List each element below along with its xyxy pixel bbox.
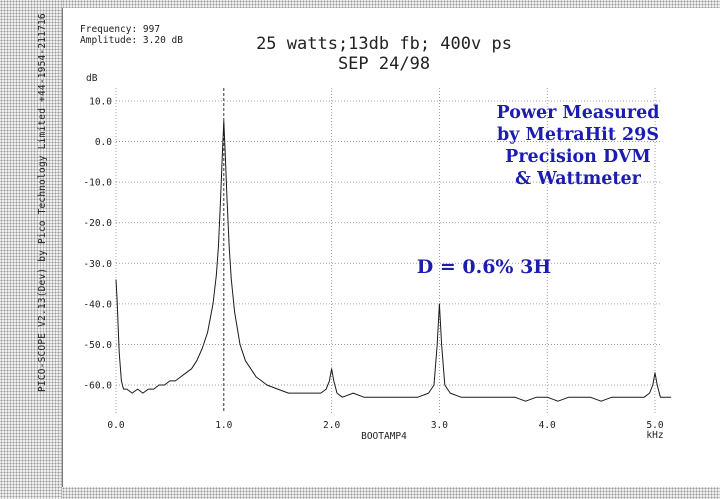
power-note-line: & Wattmeter xyxy=(515,169,641,189)
x-axis-label: BOOTAMP4 xyxy=(361,431,407,442)
frequency-readout: Frequency: 997 xyxy=(80,24,161,35)
x-tick-label: 3.0 xyxy=(431,420,448,431)
power-measurement-note: Power Measured by MetraHit 29S Precision… xyxy=(497,102,660,190)
y-tick-labels: 10.0 0.0 -10.0 -20.0 -30.0 -40.0 -50.0 -60.0 xyxy=(83,97,112,392)
x-tick-labels: 0.0 1.0 2.0 3.0 4.0 5.0 xyxy=(107,420,663,431)
x-tick-label: 0.0 xyxy=(107,420,124,431)
power-note-line: by MetraHit 29S xyxy=(496,125,659,145)
y-tick-label: -20.0 xyxy=(83,218,112,229)
x-tick-label: 2.0 xyxy=(323,420,340,431)
y-tick-label: -30.0 xyxy=(83,259,112,270)
y-tick-label: 10.0 xyxy=(89,97,112,108)
power-note-line: Precision DVM xyxy=(505,147,651,167)
amplitude-readout: Amplitude: 3.20 dB xyxy=(80,35,183,46)
x-tick-label: 4.0 xyxy=(539,420,556,431)
distortion-note: D = 0.6% 3H xyxy=(416,256,552,278)
power-note-line: Power Measured xyxy=(496,103,660,123)
y-tick-label: -10.0 xyxy=(83,178,112,189)
chart-title-line2: SEP 24/98 xyxy=(337,54,431,74)
x-tick-label: 1.0 xyxy=(215,420,232,431)
dotted-border-top xyxy=(62,0,720,8)
x-axis-unit: kHz xyxy=(646,430,663,441)
dotted-border-bottom xyxy=(62,487,720,499)
chart-title-line1: 25 watts;13db fb; 400v ps xyxy=(256,34,512,54)
y-tick-label: 0.0 xyxy=(95,137,112,148)
grid xyxy=(115,88,662,413)
dotted-border-left xyxy=(0,0,62,499)
y-axis-label: dB xyxy=(86,73,98,84)
y-tick-label: -40.0 xyxy=(83,299,112,310)
y-tick-label: -50.0 xyxy=(83,340,112,351)
trace-layer xyxy=(115,120,672,402)
paper-edge xyxy=(62,8,63,487)
y-tick-label: -60.0 xyxy=(83,381,112,392)
x-tick-label: 5.0 xyxy=(646,420,663,431)
spectrum-trace xyxy=(115,120,672,402)
